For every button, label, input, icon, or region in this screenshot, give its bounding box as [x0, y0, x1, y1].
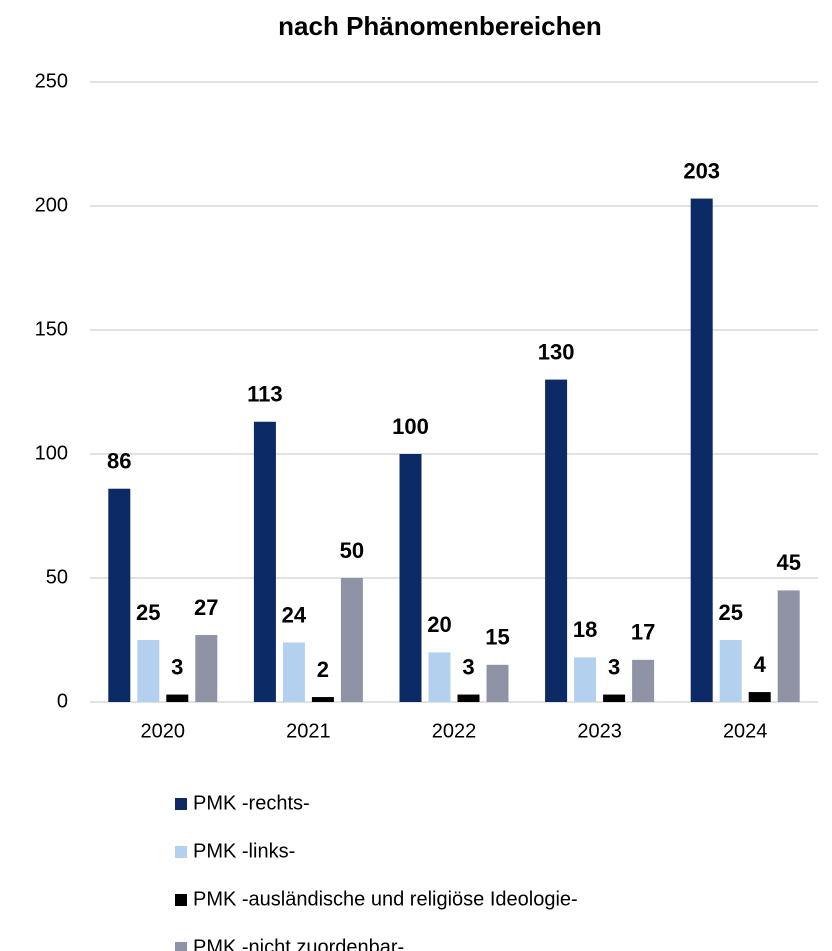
y-tick-label: 50 [46, 566, 68, 588]
data-label: 27 [194, 595, 218, 620]
legend-swatch [175, 798, 187, 810]
bar [282, 642, 305, 702]
data-label: 113 [247, 382, 283, 407]
bar [690, 198, 713, 702]
data-label: 4 [754, 652, 767, 677]
data-label: 86 [107, 449, 131, 474]
chart-title: nach Phänomenbereichen [278, 11, 602, 41]
data-label: 25 [136, 600, 160, 625]
bar [486, 664, 509, 702]
x-tick-label: 2021 [286, 720, 331, 742]
bar [195, 635, 218, 702]
data-label: 24 [282, 602, 307, 627]
legend-label: PMK -rechts- [193, 792, 310, 814]
data-label: 2 [317, 657, 329, 682]
bar [603, 694, 626, 702]
legend-swatch [175, 942, 187, 951]
bar [311, 697, 334, 702]
legend-swatch [175, 894, 187, 906]
data-label: 17 [631, 620, 655, 645]
legend-label: PMK -ausländische und religiöse Ideologi… [193, 888, 578, 910]
y-tick-label: 100 [35, 442, 68, 464]
y-tick-label: 200 [35, 194, 68, 216]
bar [399, 454, 422, 702]
legend-swatch [175, 846, 187, 858]
data-label: 45 [776, 550, 800, 575]
x-tick-label: 2020 [141, 720, 186, 742]
data-label: 25 [718, 600, 742, 625]
bar [137, 640, 160, 702]
x-tick-label: 2023 [577, 720, 622, 742]
data-label: 100 [392, 414, 429, 439]
data-label: 18 [573, 617, 597, 642]
data-label: 203 [683, 158, 720, 183]
bar [777, 590, 800, 702]
legend-label: PMK -nicht zuordenbar- [193, 936, 404, 951]
bar [632, 659, 655, 702]
y-tick-label: 150 [35, 318, 68, 340]
data-label: 20 [427, 612, 451, 637]
data-label: 3 [171, 654, 183, 679]
bar [428, 652, 451, 702]
bar [457, 694, 480, 702]
bar [719, 640, 742, 702]
data-label: 50 [340, 538, 364, 563]
y-tick-label: 0 [57, 690, 68, 712]
data-label: 130 [538, 339, 575, 364]
bar [166, 694, 189, 702]
bar [574, 657, 597, 702]
bar [748, 692, 771, 702]
data-label: 3 [462, 654, 474, 679]
bar [340, 578, 363, 702]
y-tick-label: 250 [35, 70, 68, 92]
x-tick-label: 2022 [432, 720, 477, 742]
bar [545, 379, 568, 702]
bar [108, 488, 131, 702]
bar [253, 421, 276, 702]
data-label: 3 [608, 654, 620, 679]
legend-label: PMK -links- [193, 840, 295, 862]
data-label: 15 [485, 625, 509, 650]
x-tick-label: 2024 [723, 720, 768, 742]
